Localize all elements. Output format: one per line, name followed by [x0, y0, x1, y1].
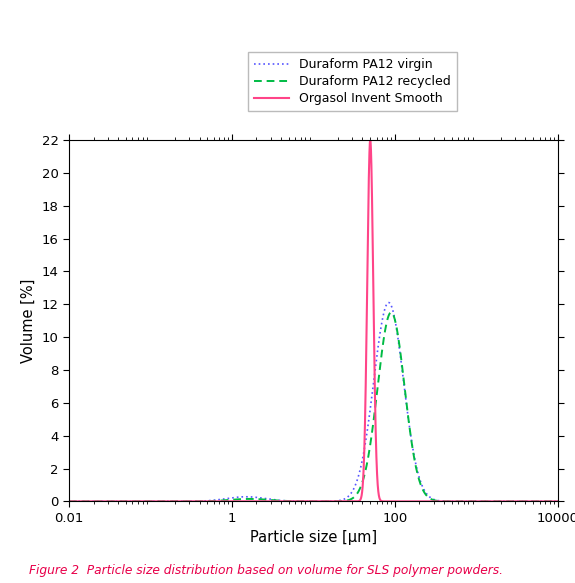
Duraform PA12 virgin	[243, 493, 250, 500]
Duraform PA12 recycled	[66, 498, 72, 505]
Duraform PA12 recycled	[454, 498, 461, 505]
Orgasol Invent Smooth	[554, 498, 561, 505]
Duraform PA12 recycled	[388, 309, 394, 316]
Duraform PA12 recycled	[355, 489, 362, 496]
Duraform PA12 virgin	[90, 498, 97, 505]
Duraform PA12 virgin	[385, 299, 392, 306]
Orgasol Invent Smooth	[367, 136, 374, 143]
Legend: Duraform PA12 virgin, Duraform PA12 recycled, Orgasol Invent Smooth: Duraform PA12 virgin, Duraform PA12 recy…	[248, 52, 457, 111]
Orgasol Invent Smooth	[428, 498, 435, 505]
Orgasol Invent Smooth	[66, 498, 72, 505]
Duraform PA12 recycled	[428, 496, 435, 503]
Duraform PA12 virgin	[428, 495, 435, 502]
Duraform PA12 virgin	[554, 498, 561, 505]
Duraform PA12 virgin	[454, 498, 461, 505]
Duraform PA12 recycled	[90, 498, 97, 505]
Orgasol Invent Smooth	[454, 498, 461, 505]
Duraform PA12 recycled	[243, 496, 250, 503]
Duraform PA12 recycled	[376, 368, 383, 375]
Duraform PA12 virgin	[355, 473, 362, 480]
Duraform PA12 virgin	[376, 333, 383, 340]
Duraform PA12 virgin	[66, 498, 72, 505]
Text: Figure 2  Particle size distribution based on volume for SLS polymer powders.: Figure 2 Particle size distribution base…	[29, 564, 503, 577]
Orgasol Invent Smooth	[90, 498, 97, 505]
Line: Duraform PA12 recycled: Duraform PA12 recycled	[69, 312, 558, 501]
Orgasol Invent Smooth	[355, 498, 362, 505]
Y-axis label: Volume [%]: Volume [%]	[21, 279, 36, 363]
Orgasol Invent Smooth	[243, 498, 250, 505]
Orgasol Invent Smooth	[376, 495, 383, 502]
Duraform PA12 recycled	[554, 498, 561, 505]
Line: Duraform PA12 virgin: Duraform PA12 virgin	[69, 303, 558, 501]
X-axis label: Particle size [μm]: Particle size [μm]	[250, 531, 377, 545]
Line: Orgasol Invent Smooth: Orgasol Invent Smooth	[69, 140, 558, 501]
